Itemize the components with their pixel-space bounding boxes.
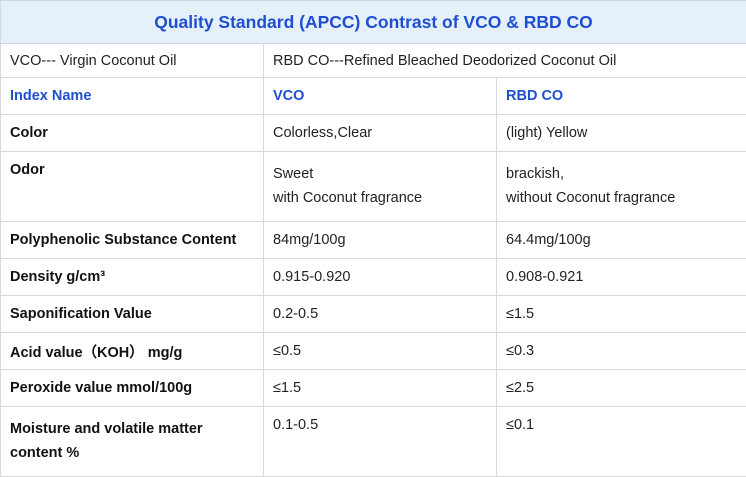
row-label-peroxide: Peroxide value mmol/100g [1, 370, 264, 407]
row-label-acid-value: Acid value（KOH） mg/g [1, 333, 264, 370]
row-label-moisture-line1: Moisture and volatile matter [10, 417, 254, 441]
cell-vco-odor-line1: Sweet [273, 162, 487, 186]
row-label-moisture-line2: content % [10, 441, 254, 465]
vco-definition: VCO--- Virgin Coconut Oil [1, 44, 264, 78]
cell-rbd-odor: brackish, without Coconut fragrance [497, 152, 746, 222]
cell-rbd-peroxide: ≤2.5 [497, 370, 746, 407]
table-row: Acid value（KOH） mg/g ≤0.5 ≤0.3 [1, 333, 746, 370]
row-label-density: Density g/cm³ [1, 259, 264, 296]
cell-vco-polyphenolic: 84mg/100g [264, 222, 497, 259]
cell-rbd-odor-line1: brackish, [506, 162, 737, 186]
table-row: Moisture and volatile matter content % 0… [1, 407, 746, 477]
header-vco: VCO [264, 78, 497, 115]
cell-rbd-polyphenolic: 64.4mg/100g [497, 222, 746, 259]
header-rbd: RBD CO [497, 78, 746, 115]
rbd-definition: RBD CO---Refined Bleached Deodorized Coc… [264, 44, 746, 78]
table-row: Peroxide value mmol/100g ≤1.5 ≤2.5 [1, 370, 746, 407]
header-row: Index Name VCO RBD CO [1, 78, 746, 115]
row-label-polyphenolic: Polyphenolic Substance Content [1, 222, 264, 259]
row-label-odor: Odor [1, 152, 264, 222]
table-row: Polyphenolic Substance Content 84mg/100g… [1, 222, 746, 259]
table-row: Color Colorless,Clear (light) Yellow [1, 115, 746, 152]
row-label-saponification: Saponification Value [1, 296, 264, 333]
cell-rbd-moisture: ≤0.1 [497, 407, 746, 477]
cell-vco-acid-value: ≤0.5 [264, 333, 497, 370]
cell-rbd-color: (light) Yellow [497, 115, 746, 152]
cell-vco-saponification: 0.2-0.5 [264, 296, 497, 333]
cell-vco-peroxide: ≤1.5 [264, 370, 497, 407]
table-row: Density g/cm³ 0.915-0.920 0.908-0.921 [1, 259, 746, 296]
cell-rbd-odor-line2: without Coconut fragrance [506, 186, 737, 210]
row-label-moisture: Moisture and volatile matter content % [1, 407, 264, 477]
cell-vco-density: 0.915-0.920 [264, 259, 497, 296]
cell-vco-moisture: 0.1-0.5 [264, 407, 497, 477]
cell-rbd-density: 0.908-0.921 [497, 259, 746, 296]
cell-vco-odor: Sweet with Coconut fragrance [264, 152, 497, 222]
header-index-name: Index Name [1, 78, 264, 115]
cell-vco-odor-line2: with Coconut fragrance [273, 186, 487, 210]
table-row: Odor Sweet with Coconut fragrance bracki… [1, 152, 746, 222]
row-label-color: Color [1, 115, 264, 152]
cell-rbd-acid-value: ≤0.3 [497, 333, 746, 370]
cell-vco-color: Colorless,Clear [264, 115, 497, 152]
cell-rbd-saponification: ≤1.5 [497, 296, 746, 333]
table-title: Quality Standard (APCC) Contrast of VCO … [1, 1, 746, 44]
table-row: Saponification Value 0.2-0.5 ≤1.5 [1, 296, 746, 333]
